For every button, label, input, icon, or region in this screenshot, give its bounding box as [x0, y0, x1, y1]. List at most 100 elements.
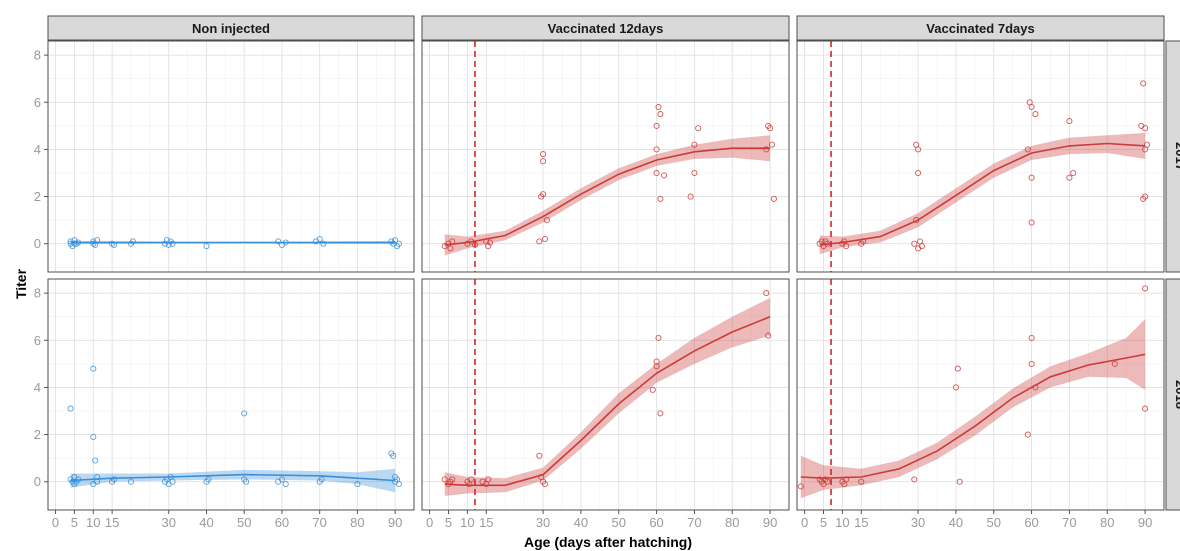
data-point: [1070, 169, 1077, 177]
panel-data-5: [797, 279, 1149, 510]
data-point: [165, 241, 172, 248]
data-point: [653, 169, 660, 177]
data-point: [449, 238, 456, 245]
data-point: [860, 238, 867, 245]
data-point: [282, 239, 289, 246]
data-point: [127, 478, 135, 485]
data-point: [653, 146, 660, 153]
panel-1-2: [797, 279, 1165, 510]
data-point: [1142, 285, 1149, 292]
data-point: [169, 240, 176, 247]
data-point: [110, 241, 118, 248]
data-point: [110, 476, 118, 483]
panel-border: [47, 40, 415, 273]
x-tick-label: 60: [649, 515, 663, 530]
x-tick-label: 50: [237, 515, 251, 530]
data-point: [655, 334, 662, 341]
data-point: [278, 476, 285, 483]
data-point: [75, 476, 82, 483]
column-strip-label: Vaccinated 12days: [548, 21, 664, 36]
x-tick-label: 15: [105, 515, 119, 530]
panel-border: [421, 40, 790, 273]
data-point: [94, 237, 101, 244]
panel-background: [797, 41, 1164, 272]
data-point: [657, 111, 664, 118]
column-strips: Non injected Vaccinated 12days Vaccinated …: [47, 15, 1165, 41]
panel-1-1: [422, 279, 790, 510]
data-point: [691, 141, 698, 148]
data-point: [954, 365, 961, 372]
data-point: [1028, 103, 1035, 111]
panel-data-0: [67, 235, 402, 250]
data-point: [797, 483, 804, 490]
x-tick-label: 70: [1062, 515, 1076, 530]
data-point: [1142, 405, 1149, 412]
data-point: [354, 481, 361, 488]
data-point: [540, 151, 547, 158]
data-point: [1024, 431, 1031, 438]
panel-0-0: [48, 41, 415, 272]
data-point: [653, 122, 660, 129]
data-point: [390, 452, 397, 459]
panel-background: [422, 279, 789, 510]
row-strip-label: 2018: [1173, 380, 1180, 409]
panel-data-2: [816, 41, 1151, 272]
data-point: [67, 405, 74, 412]
data-point: [90, 238, 97, 245]
x-tick-label: 30: [911, 515, 925, 530]
panel-background: [48, 279, 414, 510]
x-tick-label: 15: [479, 515, 493, 530]
panel-data-3: [67, 365, 402, 493]
x-tick-label: 60: [275, 515, 289, 530]
data-point: [653, 363, 660, 370]
x-tick-label: 10: [835, 515, 849, 530]
y-tick-label: 0: [34, 474, 41, 489]
data-point: [1028, 219, 1035, 226]
data-point: [243, 478, 250, 485]
data-point: [203, 243, 210, 250]
x-tick-label: 50: [987, 515, 1001, 530]
x-tick-label: 5: [445, 515, 452, 530]
confidence-band: [819, 132, 1146, 255]
x-tick-label: 90: [388, 515, 402, 530]
data-point: [161, 240, 169, 247]
x-tick-label: 90: [1138, 515, 1152, 530]
panel-background: [422, 41, 789, 272]
data-point: [540, 191, 547, 198]
data-point: [92, 457, 99, 464]
panel-background: [48, 41, 414, 272]
data-point: [1024, 146, 1031, 153]
row-strip: [1165, 278, 1180, 511]
data-point: [657, 195, 664, 202]
data-point: [1028, 334, 1035, 341]
y-axis-ticks: 0 2 4 6 8 0 2 4 6 8: [34, 48, 48, 489]
fit-line: [444, 315, 771, 487]
data-point: [1028, 174, 1035, 181]
data-point: [843, 243, 850, 250]
data-point: [918, 243, 925, 250]
data-point: [691, 169, 698, 177]
data-point: [915, 169, 922, 177]
x-tick-label: 0: [426, 515, 433, 530]
data-point: [90, 365, 97, 372]
confidence-band: [444, 297, 771, 496]
data-point: [90, 481, 97, 488]
x-tick-label: 50: [612, 515, 626, 530]
data-point: [765, 332, 772, 339]
data-point: [392, 237, 399, 244]
x-tick-label: 0: [801, 515, 808, 530]
data-point: [468, 238, 475, 245]
panel-1-0: [48, 279, 415, 510]
x-tick-label: 40: [949, 515, 963, 530]
fit-line: [70, 473, 396, 482]
data-point: [687, 193, 694, 200]
data-point: [468, 476, 475, 483]
x-tick-label: 30: [536, 515, 550, 530]
data-point: [824, 478, 831, 485]
y-tick-label: 6: [34, 333, 41, 348]
data-point: [911, 476, 918, 483]
data-point: [129, 238, 136, 245]
data-point: [956, 478, 963, 485]
data-point: [449, 476, 456, 483]
x-tick-label: 30: [162, 515, 176, 530]
